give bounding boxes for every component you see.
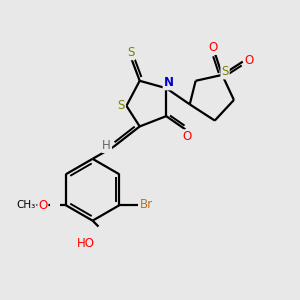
Text: H: H bbox=[102, 139, 111, 152]
Text: O: O bbox=[38, 199, 47, 212]
Text: O: O bbox=[182, 130, 191, 143]
Text: S: S bbox=[221, 65, 229, 79]
Text: Br: Br bbox=[140, 198, 153, 211]
Text: S: S bbox=[118, 99, 125, 112]
Text: CH₃: CH₃ bbox=[16, 200, 36, 210]
Text: N: N bbox=[164, 76, 174, 89]
Text: S: S bbox=[127, 46, 134, 59]
Text: O: O bbox=[244, 54, 254, 67]
Text: O: O bbox=[209, 41, 218, 54]
Text: HO: HO bbox=[77, 237, 95, 250]
